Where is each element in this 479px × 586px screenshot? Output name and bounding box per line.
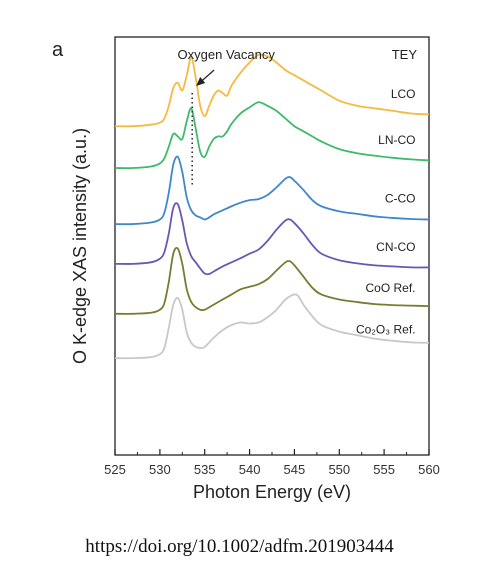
- x-tick-label-535: 535: [194, 462, 216, 477]
- x-tick-label-530: 530: [149, 462, 171, 477]
- x-tick-label-560: 560: [418, 462, 440, 477]
- series-line-co2o3-ref: [114, 293, 430, 360]
- oxygen-vacancy-arrowhead: [196, 77, 206, 86]
- series-line-cn-co: [114, 202, 430, 276]
- y-axis-title: O K-edge XAS intensity (a.u.): [70, 128, 90, 364]
- annotation-tey: TEY: [392, 47, 418, 62]
- panel-label: a: [52, 39, 64, 61]
- annotations: TEY Oxygen Vacancy: [178, 47, 418, 187]
- series-label-co-o-ref: Co₂O₃ Ref.: [356, 323, 416, 337]
- series-line-c-co: [114, 155, 430, 226]
- series-line-lco: [114, 53, 430, 128]
- x-tick-label-550: 550: [328, 462, 350, 477]
- series-line-coo-ref: [114, 246, 430, 315]
- citation-doi: https://doi.org/10.1002/adfm.201903444: [85, 536, 394, 557]
- series-label-lco: LCO: [391, 87, 416, 101]
- series-labels: LCO LN-CO C-CO CN-CO CoO Ref. Co₂O₃ Ref.: [356, 87, 416, 337]
- plot-area: LCO LN-CO C-CO CN-CO CoO Ref. Co₂O₃ Ref. TEY O…: [114, 36, 430, 456]
- x-tick-label-545: 545: [284, 462, 306, 477]
- series-label-coo-ref: CoO Ref.: [365, 281, 415, 295]
- curves: [114, 53, 430, 360]
- series-label-ln-co: LN-CO: [378, 133, 415, 147]
- x-tick-label-525: 525: [104, 462, 126, 477]
- annotation-oxygen-vacancy: Oxygen Vacancy: [178, 47, 276, 62]
- series-label-cn-co: CN-CO: [376, 240, 415, 254]
- x-tick-label-540: 540: [239, 462, 261, 477]
- series-line-ln-co: [114, 101, 430, 170]
- x-axis-title: Photon Energy (eV): [193, 482, 351, 502]
- x-axis: 525 530 535 540 545 550 555 560: [104, 449, 440, 477]
- x-tick-label-555: 555: [373, 462, 395, 477]
- series-label-c-co: C-CO: [385, 192, 416, 206]
